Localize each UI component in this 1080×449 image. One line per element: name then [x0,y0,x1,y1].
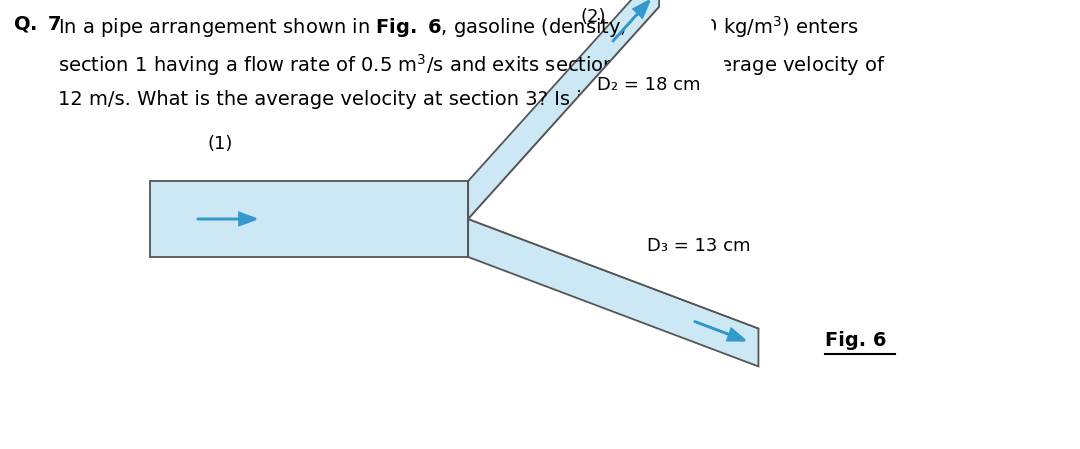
Text: section 1 having a flow rate of 0.5 m$^3$/s and exits section 2 at an average ve: section 1 having a flow rate of 0.5 m$^3… [58,52,886,78]
Text: In a pipe arrangement shown in $\mathbf{Fig.\ 6}$, gasoline (density,  $\rho$ = : In a pipe arrangement shown in $\mathbf{… [58,14,859,40]
Text: 12 m/s. What is the average velocity at section 3? Is it in or out?: 12 m/s. What is the average velocity at … [58,90,688,109]
Text: Fig. 6: Fig. 6 [825,331,887,351]
Polygon shape [150,181,468,257]
Polygon shape [468,7,807,329]
Polygon shape [468,0,659,219]
Text: D₃ = 13 cm: D₃ = 13 cm [647,237,751,255]
Text: (2): (2) [581,8,606,26]
Text: $\mathbf{Q.\ 7}$: $\mathbf{Q.\ 7}$ [13,14,60,34]
FancyArrow shape [198,213,256,225]
Text: (1): (1) [207,135,233,153]
FancyArrow shape [694,321,745,340]
Text: D₂ = 18 cm: D₂ = 18 cm [597,76,701,94]
Polygon shape [468,219,758,366]
FancyArrow shape [613,1,649,41]
